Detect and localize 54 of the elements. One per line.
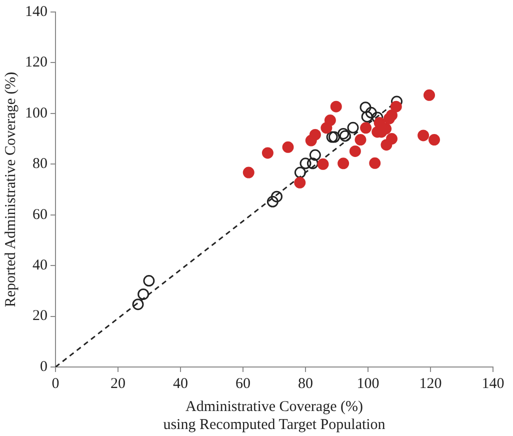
point	[132, 298, 144, 310]
point	[418, 130, 430, 142]
point	[328, 131, 340, 143]
point	[266, 196, 278, 208]
point	[262, 147, 274, 159]
x-tick-label: 60	[236, 376, 250, 392]
point	[282, 141, 294, 153]
point	[338, 128, 350, 140]
y-tick-label: 100	[25, 105, 48, 122]
point	[349, 145, 361, 157]
x-tick-label: 0	[52, 376, 60, 392]
point	[369, 157, 381, 169]
point	[339, 130, 351, 142]
point	[300, 158, 312, 170]
point	[326, 131, 338, 143]
point	[324, 114, 336, 126]
x-tick-label: 100	[356, 376, 380, 392]
x-tick-label: 20	[110, 376, 126, 392]
point	[294, 166, 306, 178]
point	[360, 102, 372, 114]
point	[365, 106, 377, 118]
point	[330, 100, 342, 112]
point	[424, 89, 435, 101]
point	[309, 149, 321, 161]
point	[338, 158, 350, 170]
point	[138, 288, 150, 300]
point	[386, 133, 398, 145]
point	[354, 134, 366, 146]
x-axis-title: Administrative Coverage (%) using Recomputed Target Population	[163, 398, 386, 433]
x-tick-label: 140	[482, 376, 504, 392]
x-tick-label: 80	[298, 376, 313, 392]
point	[390, 100, 402, 112]
point	[360, 122, 372, 134]
point	[428, 134, 440, 146]
point	[347, 122, 359, 134]
point	[271, 190, 282, 202]
point	[306, 158, 318, 170]
x-tick-label: 40	[173, 376, 188, 392]
y-tick-label: 20	[32, 308, 48, 324]
y-tick-label: 40	[32, 258, 48, 274]
y-tick-label: 140	[25, 4, 48, 20]
y-tick-label: 60	[32, 206, 48, 223]
point	[242, 166, 254, 178]
point	[294, 176, 306, 188]
point	[361, 110, 373, 122]
y-tick-label: 80	[32, 156, 48, 172]
y-tick-label: 0	[40, 358, 48, 375]
point	[143, 275, 155, 287]
y-axis-title: Reported Administrative Coverage (%)	[2, 72, 19, 308]
point	[386, 109, 398, 121]
point	[309, 128, 321, 140]
x-tick-label: 120	[419, 376, 442, 392]
point	[317, 158, 329, 170]
y-tick-label: 120	[25, 54, 48, 71]
